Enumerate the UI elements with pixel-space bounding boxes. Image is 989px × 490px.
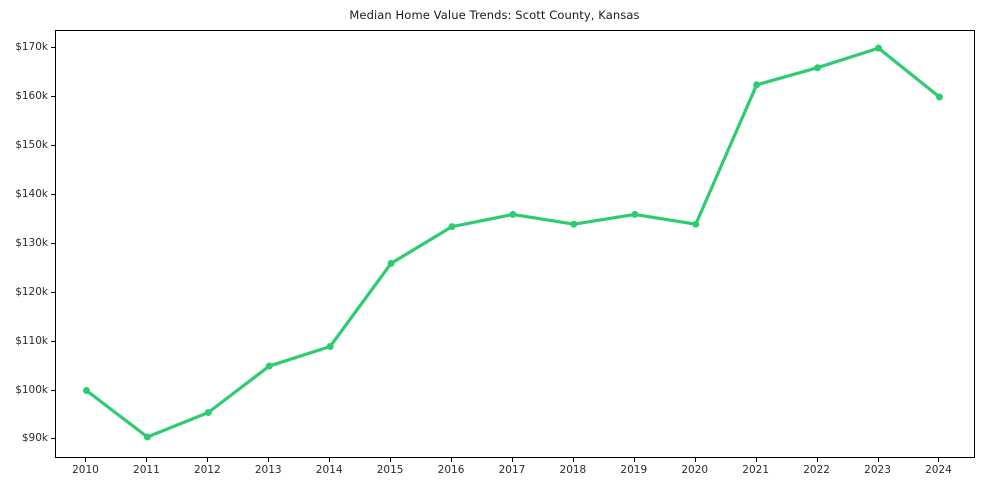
data-point-marker: [935, 93, 943, 101]
y-axis-tick-mark: [51, 144, 55, 146]
series-line-median-home-value: [84, 46, 942, 439]
x-axis-tick-mark: [694, 458, 696, 462]
data-point-marker: [875, 44, 883, 52]
y-axis-tick-label: $130k: [15, 236, 48, 249]
x-axis-tick-mark: [146, 458, 148, 462]
x-axis-tick-label: 2010: [72, 464, 99, 476]
line-series-svg: [82, 44, 943, 441]
y-axis-tick-mark: [51, 96, 55, 98]
data-point-marker: [753, 81, 761, 89]
x-axis-tick-label: 2015: [376, 464, 404, 476]
x-axis-tick-label: 2012: [193, 464, 221, 476]
y-axis-tick-label: $160k: [15, 90, 48, 103]
data-point-marker: [143, 433, 151, 441]
x-axis-tick-mark: [816, 458, 818, 462]
y-axis-tick-mark: [51, 340, 55, 342]
data-point-marker: [814, 64, 822, 72]
x-axis-tick-mark: [877, 458, 879, 462]
x-axis-tick-label: 2014: [315, 464, 343, 476]
data-point-marker: [509, 210, 517, 218]
y-axis-tick-mark: [51, 438, 55, 440]
x-axis-tick-mark: [207, 458, 209, 462]
y-axis-tick-mark: [51, 389, 55, 391]
y-axis-tick-label: $100k: [15, 383, 48, 396]
y-axis-tick-label: $120k: [15, 285, 48, 298]
x-axis-tick-label: 2017: [498, 464, 526, 476]
y-axis-tick-mark: [51, 193, 55, 195]
x-axis-tick-label: 2013: [254, 464, 282, 476]
data-point-marker: [82, 387, 90, 395]
series-markers: [82, 44, 943, 441]
data-point-marker: [448, 223, 456, 231]
y-axis-tick-label: $150k: [15, 138, 48, 151]
y-axis-tick-labels: $90k $100k $110k $120k $130k $140k $150k $160k $…: [0, 0, 48, 490]
data-point-marker: [204, 409, 212, 417]
x-axis-tick-label: 2019: [620, 464, 648, 476]
data-point-marker: [265, 362, 273, 370]
x-axis-tick-mark: [451, 458, 453, 462]
x-axis-tick-mark: [572, 458, 574, 462]
x-axis-tick-mark: [938, 458, 940, 462]
x-axis-tick-label: 2016: [437, 464, 465, 476]
x-axis-tick-mark: [268, 458, 270, 462]
x-axis-tick-label: 2022: [803, 464, 830, 476]
y-axis-tick-label: $140k: [15, 187, 48, 200]
data-point-marker: [692, 220, 700, 228]
y-axis-tick-label: $110k: [15, 334, 48, 347]
x-axis-tick-mark: [85, 458, 87, 462]
x-axis-tick-mark: [511, 458, 513, 462]
y-axis-tick-mark: [51, 47, 55, 49]
chart-title: Median Home Value Trends: Scott County, …: [349, 8, 640, 22]
plot-area: [55, 30, 975, 458]
x-axis-tick-mark: [633, 458, 635, 462]
data-point-marker: [631, 210, 639, 218]
x-axis-tick-label: 2024: [925, 464, 952, 476]
x-axis-tick-mark: [755, 458, 757, 462]
x-axis-tick-mark: [390, 458, 392, 462]
x-axis-tick-label: 2023: [864, 464, 891, 476]
x-axis-tick-label: 2021: [742, 464, 770, 476]
data-point-marker: [326, 343, 334, 350]
x-axis-tick-label: 2018: [559, 464, 587, 476]
x-axis-tick-mark: [329, 458, 331, 462]
x-axis-tick-label: 2020: [681, 464, 709, 476]
y-axis-tick-label: $170k: [15, 41, 48, 54]
y-axis-tick-mark: [51, 291, 55, 293]
y-axis-tick-mark: [51, 242, 55, 244]
data-point-marker: [387, 259, 395, 267]
data-point-marker: [570, 220, 578, 228]
y-axis-tick-label: $90k: [21, 432, 48, 445]
x-axis-tick-label: 2011: [133, 464, 160, 476]
